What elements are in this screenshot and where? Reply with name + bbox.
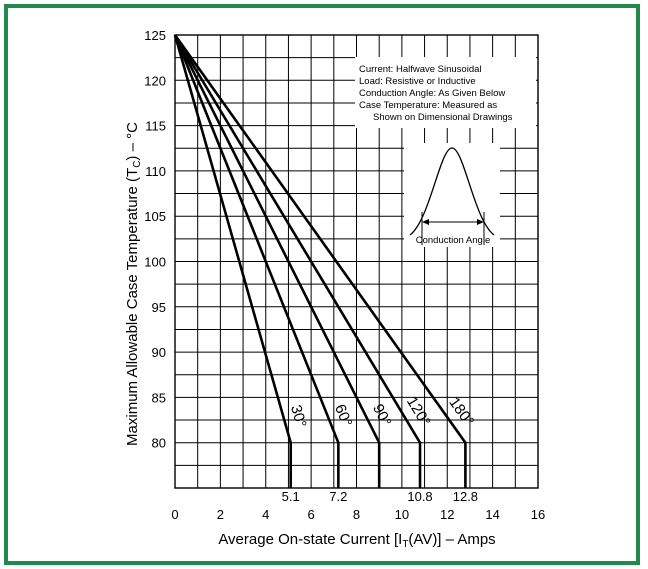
y-tick-label: 120 (144, 73, 166, 88)
series-line (173, 34, 422, 488)
x-tick-label: 2 (217, 507, 224, 522)
x-tick-label: 6 (308, 507, 315, 522)
series-line (173, 34, 340, 488)
half-sine-waveform (409, 147, 495, 236)
notes-box (355, 57, 536, 128)
arrow-right-icon (477, 219, 484, 225)
x-tick-label: 10 (395, 507, 409, 522)
y-tick-label: 85 (152, 390, 166, 405)
y-axis-title: Maximum Allowable Case Temperature (TC) … (124, 122, 143, 446)
y-axis-ticks: 80 85 90 95 100 105 110 115 120 125 (144, 28, 166, 451)
y-tick-label: 80 (152, 436, 166, 451)
note-load: Load: Resistive or Inductive (359, 76, 476, 87)
highlight-tick-label: 5.1 (282, 489, 300, 504)
y-tick-label: 95 (152, 300, 166, 315)
x-tick-label: 8 (353, 507, 360, 522)
x-tick-label: 16 (531, 507, 545, 522)
angle-labels: 30° 60° 90° 120° 180° (287, 394, 477, 430)
x-tick-label: 14 (485, 507, 499, 522)
conduction-angle-label: 60° (331, 402, 355, 429)
x-tick-label: 12 (440, 507, 454, 522)
series-line (173, 34, 381, 488)
note-conduction: Conduction Angle: As Given Below (359, 88, 505, 99)
y-tick-label: 105 (144, 209, 166, 224)
highlight-ticks: 5.1 7.2 10.8 12.8 (282, 489, 478, 504)
conduction-angle-label: 30° (287, 403, 310, 429)
conduction-angle-label: 180° (445, 394, 477, 429)
y-tick-label: 90 (152, 345, 166, 360)
series-lines (173, 34, 467, 488)
note-current: Current: Halfwave Sinusoidal (359, 64, 482, 75)
plot-border (174, 34, 539, 489)
x-axis-ticks: 0 2 4 6 8 10 12 14 16 (171, 507, 545, 522)
highlight-tick-label: 10.8 (407, 489, 432, 504)
conduction-angle-label: 90° (369, 401, 394, 429)
conduction-angle-label: Conduction Angle (416, 235, 490, 246)
y-tick-label: 125 (144, 28, 166, 43)
note-case: Case Temperature: Measured as (359, 100, 497, 111)
arrow-left-icon (422, 219, 429, 225)
highlight-tick-label: 12.8 (453, 489, 478, 504)
highlight-tick-label: 7.2 (329, 489, 347, 504)
y-tick-label: 100 (144, 255, 166, 270)
series-line (173, 34, 467, 488)
note-drawings: Shown on Dimensional Drawings (373, 112, 513, 123)
x-axis-title: Average On-state Current [IT(AV)] – Amps (218, 531, 495, 550)
series-line (173, 34, 293, 488)
x-tick-label: 4 (262, 507, 269, 522)
waveform-inset: Conduction Angle (404, 143, 500, 247)
x-tick-label: 0 (171, 507, 178, 522)
inset-background (404, 143, 500, 247)
y-tick-label: 115 (145, 119, 166, 134)
y-tick-label: 110 (145, 164, 166, 179)
